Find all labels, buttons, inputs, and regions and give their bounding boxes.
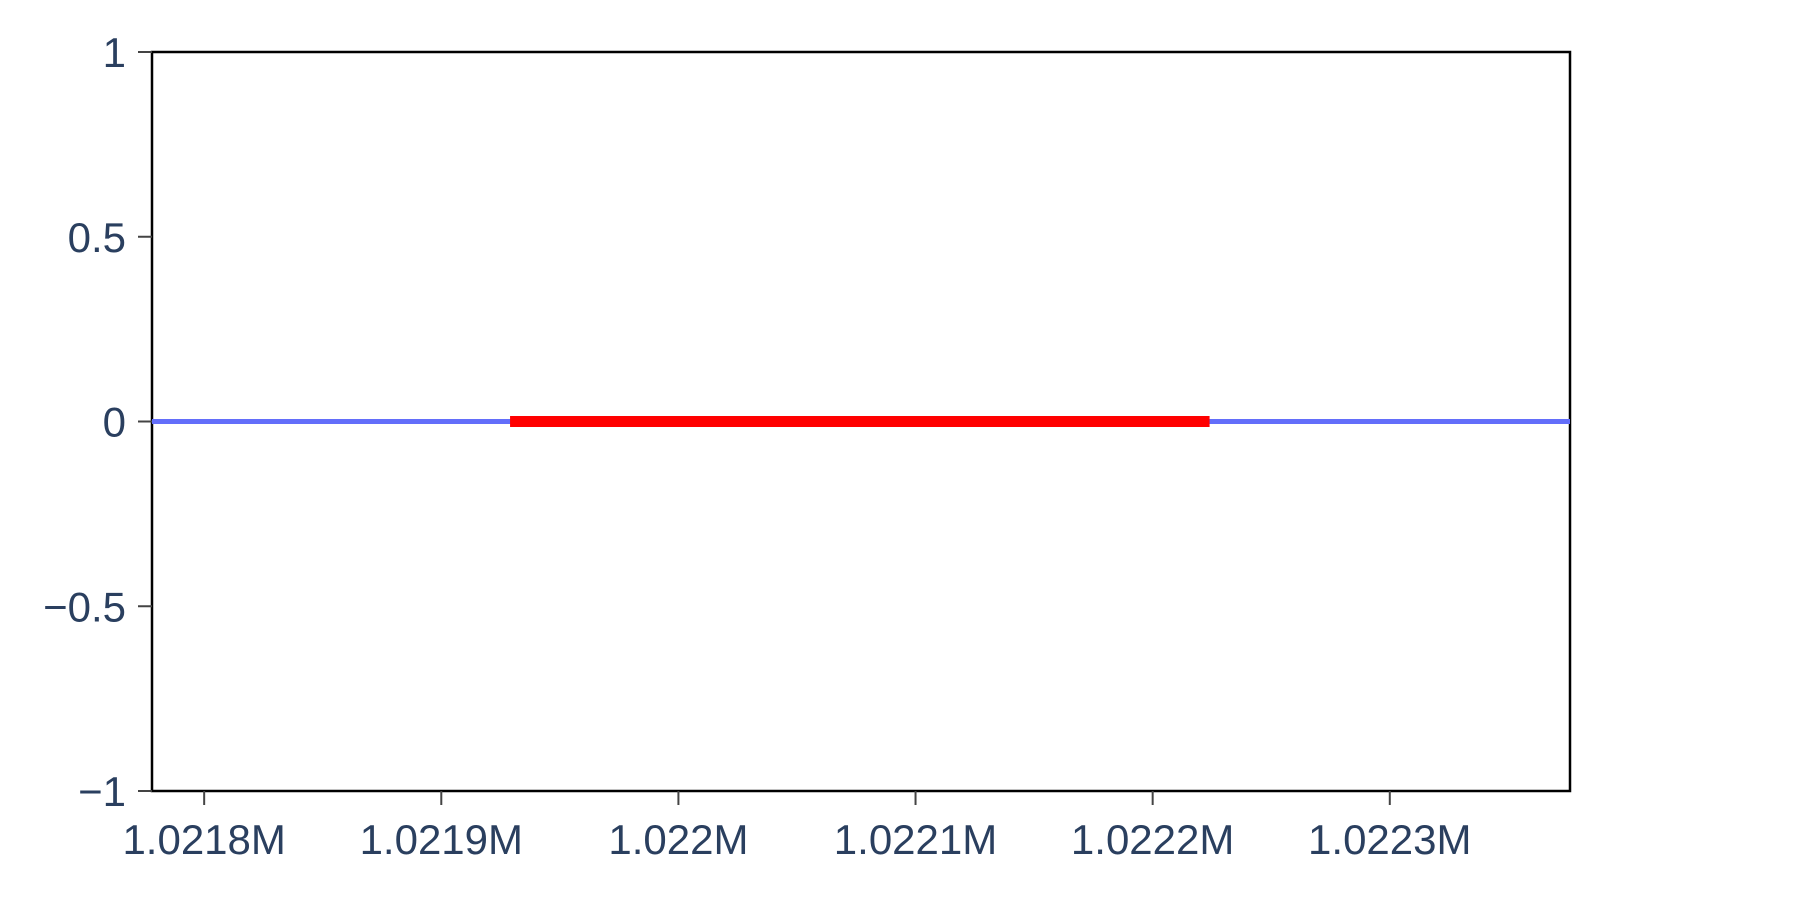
x-tick-label: 1.0221M xyxy=(834,816,997,863)
x-tick-label: 1.0223M xyxy=(1308,816,1471,863)
x-tick-label: 1.0218M xyxy=(122,816,285,863)
y-tick-label: −1 xyxy=(78,768,126,815)
y-tick-label: 1 xyxy=(103,29,126,76)
x-tick-label: 1.0222M xyxy=(1071,816,1234,863)
y-tick-label: 0.5 xyxy=(68,214,126,261)
x-tick-label: 1.0219M xyxy=(360,816,523,863)
y-axis: 1 0.5 0 −0.5 −1 xyxy=(43,29,152,815)
y-tick-label: −0.5 xyxy=(43,583,126,630)
x-tick-label: 1.022M xyxy=(608,816,748,863)
y-tick-label: 0 xyxy=(103,399,126,446)
x-axis: 1.0218M 1.0219M 1.022M 1.0221M 1.0222M 1.0223… xyxy=(122,791,1472,863)
